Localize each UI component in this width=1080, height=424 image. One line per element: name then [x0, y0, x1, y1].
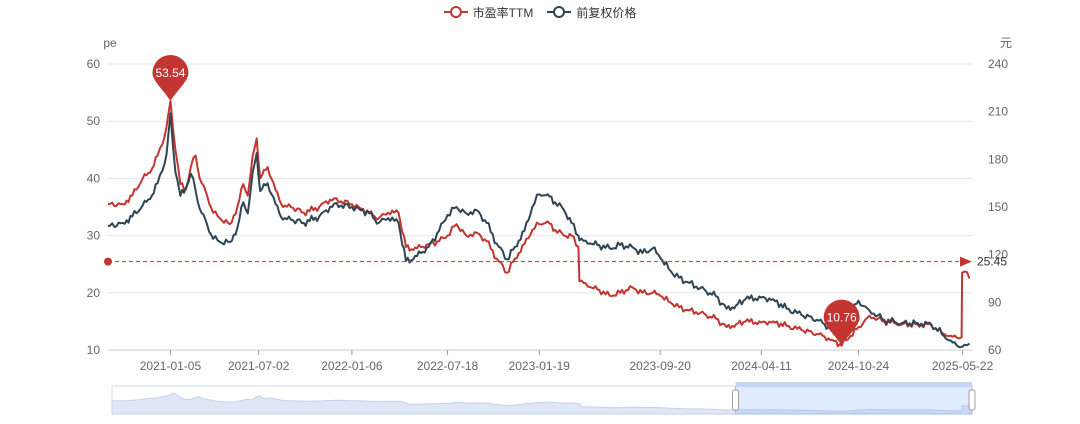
- right-tick-label: 90: [988, 295, 1002, 309]
- right-tick-label: 210: [988, 105, 1008, 119]
- right-tick-label: 180: [988, 152, 1008, 166]
- right-tick-label: 240: [988, 57, 1008, 71]
- min-pin: [823, 299, 860, 346]
- series-lines: [107, 100, 971, 349]
- legend-item-price[interactable]: 前复权价格: [547, 2, 636, 22]
- left-tick-label: 60: [87, 57, 101, 71]
- price-series-line: [107, 112, 971, 349]
- x-tick-label: 2024-04-11: [731, 359, 792, 373]
- max-pin-label: 53.54: [155, 66, 185, 80]
- zoom-handle-left[interactable]: [732, 389, 739, 411]
- left-tick-label: 40: [87, 171, 101, 185]
- right-tick-label: 120: [988, 248, 1008, 262]
- mark-points: 53.54 10.76: [152, 54, 860, 346]
- left-tick-label: 20: [87, 286, 101, 300]
- left-tick-label: 30: [87, 229, 101, 243]
- left-tick-label: 10: [87, 343, 101, 357]
- min-pin-label: 10.76: [827, 311, 857, 325]
- zoom-window[interactable]: [735, 385, 973, 415]
- x-axis-ticks: 2021-01-05 2021-07-02 2022-01-06 2022-07-18…: [140, 350, 994, 373]
- x-tick-label: 2022-01-06: [321, 359, 383, 373]
- mark-line-arrow: [960, 256, 972, 267]
- right-tick-label: 150: [988, 200, 1008, 214]
- zoom-window-bar[interactable]: [735, 382, 973, 386]
- legend-item-pe[interactable]: 市盈率TTM: [443, 2, 534, 22]
- x-tick-label: 2022-07-18: [417, 359, 479, 373]
- x-tick-label: 2021-01-05: [140, 359, 202, 373]
- mark-line-label: 25.45: [977, 255, 1007, 269]
- left-axis-ticks: 60 50 40 30 20 10: [87, 57, 101, 357]
- mark-line-start: [104, 257, 112, 266]
- x-tick-label: 2025-05-22: [932, 359, 994, 373]
- legend-price-label: 前复权价格: [576, 5, 637, 20]
- left-tick-label: 50: [87, 114, 101, 128]
- legend-price-swatch: [547, 5, 572, 19]
- grid-lines: [108, 63, 972, 351]
- legend-pe-label: 市盈率TTM: [472, 5, 534, 20]
- x-tick-label: 2021-07-02: [228, 359, 290, 373]
- legend: 市盈率TTM 前复权价格: [0, 2, 1080, 22]
- zoom-preview-area: [111, 392, 973, 415]
- right-axis-ticks: 240 210 180 150 120 90 60: [988, 57, 1008, 357]
- max-pin: [152, 54, 189, 101]
- x-tick-label: 2023-01-19: [509, 359, 571, 373]
- average-mark-line: 25.45: [104, 255, 1007, 269]
- x-tick-label: 2024-10-24: [828, 359, 890, 373]
- right-axis-unit: 元: [1000, 36, 1012, 50]
- x-tick-label: 2023-09-20: [630, 359, 692, 373]
- zoom-handle-right[interactable]: [968, 389, 976, 411]
- data-zoom-slider[interactable]: [111, 382, 976, 415]
- left-axis-unit: pe: [103, 36, 117, 50]
- right-tick-label: 60: [988, 343, 1002, 357]
- pe-series-line: [108, 100, 971, 348]
- legend-pe-swatch: [443, 5, 468, 19]
